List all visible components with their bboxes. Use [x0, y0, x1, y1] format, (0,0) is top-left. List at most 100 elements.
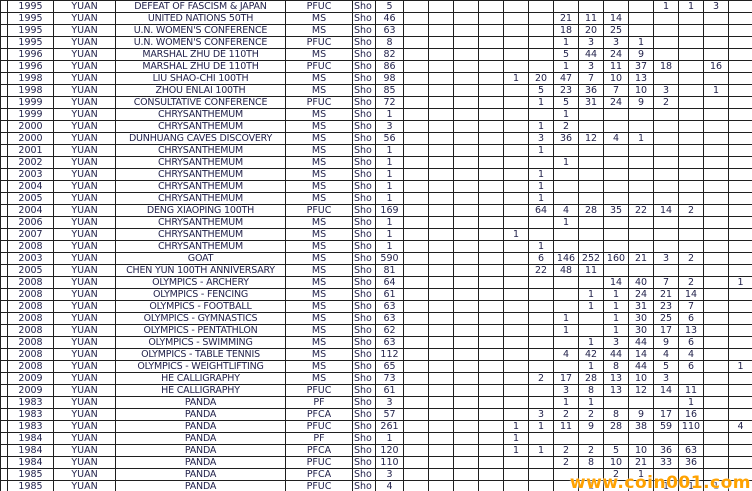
- currency-cell: YUAN: [53, 336, 116, 349]
- value-cell-c13: [703, 132, 729, 145]
- value-cell-c1: [403, 240, 429, 253]
- left-margin-cell: [0, 0, 8, 13]
- value-cell-c14: [728, 264, 752, 277]
- count-cell: 261: [375, 420, 404, 433]
- value-cell-c1: [403, 372, 429, 385]
- value-cell-c5: [503, 192, 529, 205]
- value-cell-c2: [428, 156, 454, 169]
- table-row: 2005 YUAN CHRYSANTHEMUM MS Sho 1 1: [0, 192, 752, 205]
- year-cell: 2008: [7, 324, 54, 337]
- value-cell-c7: 47: [553, 72, 579, 85]
- type-cell: MS: [285, 144, 353, 157]
- description-cell: PANDA: [115, 480, 286, 491]
- table-row: 2004 YUAN CHRYSANTHEMUM MS Sho 1 1: [0, 180, 752, 193]
- value-cell-c2: [428, 288, 454, 301]
- value-cell-c7: 5: [553, 48, 579, 61]
- currency-cell: YUAN: [53, 24, 116, 37]
- count-cell: 57: [375, 408, 404, 421]
- value-cell-c12: [678, 24, 704, 37]
- value-cell-c4: [478, 12, 504, 25]
- left-margin-cell: [0, 96, 8, 109]
- left-margin-cell: [0, 360, 8, 373]
- value-cell-c14: [728, 36, 752, 49]
- value-cell-c2: [428, 432, 454, 445]
- value-cell-c3: [453, 372, 479, 385]
- year-cell: 1984: [7, 432, 54, 445]
- value-cell-c9: 35: [603, 204, 629, 217]
- value-cell-c6: 1: [528, 96, 554, 109]
- value-cell-c5: [503, 60, 529, 73]
- value-cell-c5: [503, 348, 529, 361]
- value-cell-c9: 44: [603, 348, 629, 361]
- left-margin-cell: [0, 120, 8, 133]
- left-margin-cell: [0, 468, 8, 481]
- value-cell-c4: [478, 24, 504, 37]
- value-cell-c13: [703, 228, 729, 241]
- value-cell-c7: 1: [553, 36, 579, 49]
- value-cell-c12: [678, 84, 704, 97]
- value-cell-c14: 4: [728, 420, 752, 433]
- value-cell-c11: 23: [653, 300, 679, 313]
- value-cell-c1: [403, 36, 429, 49]
- value-cell-c11: 1: [653, 480, 679, 491]
- sho-cell: Sho: [352, 156, 376, 169]
- type-cell: MS: [285, 312, 353, 325]
- value-cell-c12: [678, 72, 704, 85]
- type-cell: PFUC: [285, 420, 353, 433]
- description-cell: CHRYSANTHEMUM: [115, 120, 286, 133]
- count-cell: 3: [375, 468, 404, 481]
- value-cell-c4: [478, 456, 504, 469]
- value-cell-c8: [578, 276, 604, 289]
- year-cell: 2002: [7, 156, 54, 169]
- table-row: 2008 YUAN OLYMPICS - TABLE TENNIS MS Sho 112 4…: [0, 348, 752, 361]
- value-cell-c11: 59: [653, 420, 679, 433]
- value-cell-c9: [603, 120, 629, 133]
- count-cell: 61: [375, 384, 404, 397]
- value-cell-c11: [653, 228, 679, 241]
- value-cell-c3: [453, 36, 479, 49]
- currency-cell: YUAN: [53, 480, 116, 491]
- value-cell-c7: 1: [553, 156, 579, 169]
- year-cell: 2008: [7, 288, 54, 301]
- value-cell-c9: [603, 480, 629, 491]
- value-cell-c13: [703, 264, 729, 277]
- value-cell-c6: 3: [528, 132, 554, 145]
- value-cell-c13: [703, 408, 729, 421]
- value-cell-c12: [678, 156, 704, 169]
- value-cell-c2: [428, 408, 454, 421]
- value-cell-c1: [403, 312, 429, 325]
- value-cell-c1: [403, 48, 429, 61]
- value-cell-c12: 1: [678, 480, 704, 491]
- value-cell-c11: [653, 108, 679, 121]
- value-cell-c3: [453, 480, 479, 491]
- value-cell-c8: 9: [578, 420, 604, 433]
- value-cell-c8: [578, 0, 604, 13]
- value-cell-c14: [728, 312, 752, 325]
- value-cell-c4: [478, 72, 504, 85]
- value-cell-c10: 21: [628, 456, 654, 469]
- value-cell-c13: [703, 396, 729, 409]
- currency-cell: YUAN: [53, 12, 116, 25]
- value-cell-c4: [478, 420, 504, 433]
- value-cell-c4: [478, 300, 504, 313]
- value-cell-c13: [703, 24, 729, 37]
- value-cell-c13: [703, 300, 729, 313]
- count-cell: 1: [375, 168, 404, 181]
- left-margin-cell: [0, 144, 8, 157]
- value-cell-c2: [428, 252, 454, 265]
- type-cell: MS: [285, 216, 353, 229]
- year-cell: 1983: [7, 408, 54, 421]
- value-cell-c1: [403, 156, 429, 169]
- description-cell: PANDA: [115, 408, 286, 421]
- value-cell-c9: 7: [603, 84, 629, 97]
- value-cell-c11: 5: [653, 360, 679, 373]
- value-cell-c10: 1: [628, 36, 654, 49]
- value-cell-c14: [728, 24, 752, 37]
- value-cell-c11: [653, 216, 679, 229]
- sho-cell: Sho: [352, 228, 376, 241]
- table-row: 2008 YUAN OLYMPICS - WEIGHTLIFTING MS Sho 65 1…: [0, 360, 752, 373]
- value-cell-c1: [403, 0, 429, 13]
- type-cell: PF: [285, 432, 353, 445]
- value-cell-c1: [403, 72, 429, 85]
- year-cell: 1998: [7, 72, 54, 85]
